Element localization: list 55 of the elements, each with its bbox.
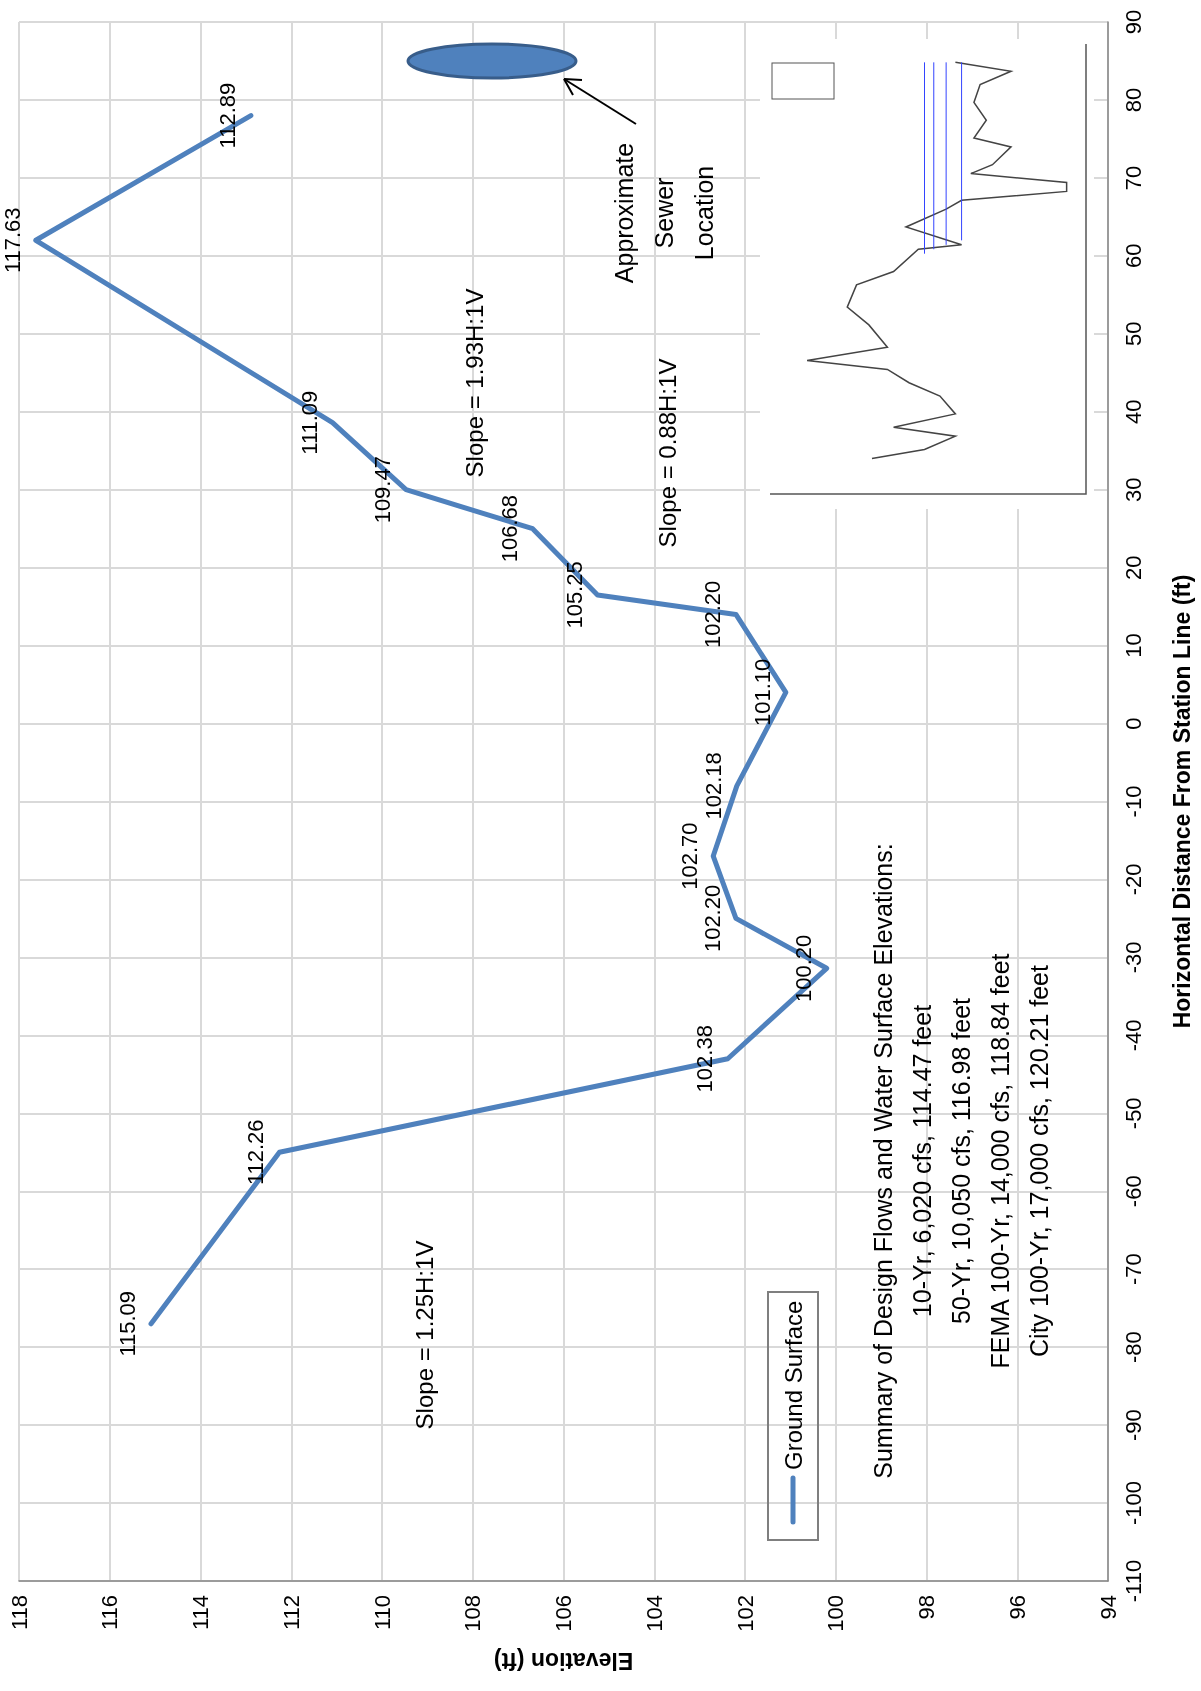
- x-tick-label: 116: [97, 1595, 123, 1631]
- y-tick-label: 90: [1120, 9, 1146, 35]
- x-tick-label: 110: [369, 1595, 395, 1631]
- x-tick-label: 96: [1004, 1595, 1030, 1620]
- y-tick-label: -40: [1120, 1019, 1146, 1052]
- y-tick-label: -50: [1120, 1097, 1146, 1130]
- x-tick-label: 108: [460, 1595, 486, 1632]
- y-tick-label: 0: [1120, 717, 1146, 730]
- annotation: 112.26: [243, 1119, 269, 1186]
- y-tick-label: -60: [1120, 1175, 1146, 1208]
- y-tick-label: -100: [1120, 1481, 1146, 1526]
- y-tick-label: 10: [1120, 633, 1146, 658]
- annotation: Slope = 1.93H:1V: [461, 288, 488, 478]
- y-tick-label: 40: [1120, 399, 1146, 424]
- x-tick-label: 104: [641, 1595, 667, 1632]
- x-tick-label: 100: [823, 1595, 849, 1632]
- annotation: 101.10: [749, 658, 775, 727]
- y-tick-label: -20: [1120, 863, 1146, 896]
- annotation: 102.18: [700, 752, 726, 820]
- x-tick-label: 106: [551, 1595, 576, 1632]
- annotation: Slope = 0.88H:1V: [654, 358, 681, 548]
- x-tick-label: 102: [732, 1595, 758, 1632]
- y-tick-label: -90: [1120, 1409, 1146, 1441]
- x-tick-label: 114: [188, 1595, 213, 1631]
- x-tick-label: 94: [1095, 1595, 1121, 1620]
- annotation: 112.89: [214, 82, 240, 149]
- annotation: Approximate Sewer Location: [610, 142, 718, 284]
- x-tick-label: 98: [914, 1595, 939, 1620]
- text: Ground Surface: [780, 1300, 807, 1470]
- annotation: Slope = 1.25H:1V: [411, 1240, 438, 1430]
- x-tick-label: 118: [6, 1595, 32, 1631]
- annotation: 111.09: [296, 390, 322, 455]
- y-tick-label: 70: [1120, 165, 1146, 191]
- annotation: 115.09: [115, 1290, 141, 1357]
- annotation: 106.68: [496, 495, 522, 563]
- y-axis-title: Horizontal Distance From Station Line (ft): [1168, 574, 1195, 1029]
- y-tick-label: 30: [1120, 477, 1146, 502]
- annotation: 100.20: [790, 934, 816, 1002]
- annotation: 105.25: [561, 561, 587, 629]
- annotation: 117.63: [0, 207, 25, 274]
- y-tick-label: 50: [1120, 321, 1146, 347]
- y-tick-label: -80: [1120, 1331, 1146, 1364]
- annotation: 109.47: [370, 456, 396, 524]
- x-tick-label: 112: [278, 1595, 304, 1631]
- x-axis-title: Elevation (ft): [493, 1647, 634, 1674]
- y-tick-label: -110: [1120, 1559, 1146, 1603]
- y-tick-label: -30: [1120, 941, 1146, 974]
- y-tick-label: 20: [1120, 555, 1146, 580]
- annotation: 102.20: [699, 580, 725, 649]
- y-tick-label: 80: [1120, 87, 1146, 113]
- y-tick-label: -10: [1120, 785, 1146, 818]
- annotation: Summary of Design Flows and Water Surface Elevations: 10-Yr, 6,020 cfs, 114.47 feet 50-Yr, 10,050 cfs, 116.98 feet FEMA 100-Yr, 14,000 cfs, 118.84 feet City 100-Yr, 17,000 cfs, 120.21 feet: [869, 843, 1053, 1479]
- y-tick-label: -70: [1120, 1253, 1146, 1286]
- y-tick-label: 60: [1120, 243, 1146, 269]
- annotation: 102.38: [691, 1025, 717, 1093]
